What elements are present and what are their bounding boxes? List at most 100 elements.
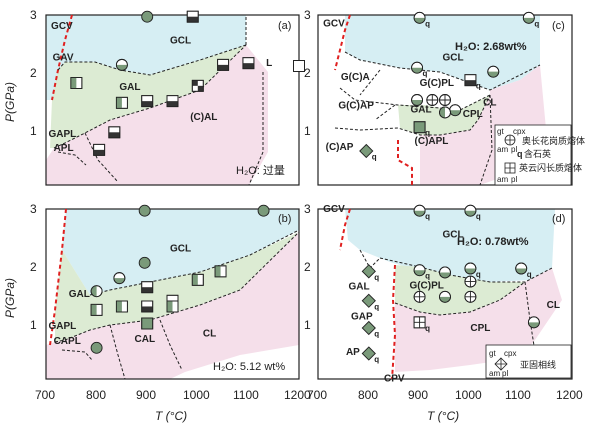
- region-label-c-4: CL: [483, 98, 496, 109]
- data-point-c-8: [449, 104, 462, 117]
- region-label-d-3: CL: [547, 300, 560, 311]
- region-label-a-6: GAPL: [49, 129, 77, 140]
- data-point-b-4: [90, 285, 103, 298]
- data-point-b-14: [90, 341, 103, 354]
- legend-d1-tr: cpx: [504, 349, 516, 358]
- data-point-d-7: [439, 266, 451, 279]
- region-label-d-4: GAL: [348, 281, 369, 292]
- x-tick-d-900: 900: [408, 388, 428, 402]
- data-point-d-11: [439, 290, 451, 303]
- data-point-c-2: q: [411, 61, 428, 78]
- data-point-a-8: [217, 58, 230, 71]
- panel-c-points: q q q q q q: [359, 11, 539, 162]
- panel-c-label: (c): [552, 20, 565, 32]
- y-tick-d-1: 1: [304, 318, 311, 332]
- panel-c-legend: gt cpx am pl 奥长花岗质熔体 q 含石英 英云闪长质熔体 am pl: [494, 124, 585, 186]
- boundary-c-4: [479, 94, 493, 186]
- region-label-c-1: GCL: [442, 52, 463, 63]
- region-a-upper: [46, 15, 246, 100]
- panel-d-water-label: H₂O: 0.78wt%: [457, 236, 529, 248]
- svg-text:q: q: [425, 129, 430, 138]
- panel-a-points: [70, 10, 305, 156]
- x-tick-b-1100: 1100: [233, 388, 259, 402]
- legend-c2-text: 含石英: [524, 148, 551, 159]
- region-label-a-7: APL: [54, 143, 74, 154]
- data-point-d-8: q: [464, 262, 481, 279]
- panel-a-label: (a): [278, 20, 291, 32]
- region-label-a-0: GCV: [51, 21, 73, 32]
- legend-c1-br: pl: [511, 145, 517, 154]
- panel-c-legend-box: [494, 124, 572, 186]
- data-point-d-1: q: [464, 204, 481, 221]
- data-point-b-1: [257, 204, 270, 217]
- data-point-a-5: [141, 95, 154, 108]
- region-label-c-5: G(C)AP: [338, 101, 374, 112]
- panel-d-label: (d): [552, 213, 565, 225]
- boundary-c-5: [359, 69, 381, 96]
- data-point-b-12: [166, 300, 179, 313]
- data-point-b-2: [138, 256, 151, 269]
- data-point-c-3: [487, 65, 500, 78]
- panel-c-water-label: H₂O: 2.68wt%: [455, 41, 527, 53]
- region-label-b-1: GAL: [69, 289, 90, 300]
- data-point-a-12: [93, 143, 106, 156]
- legend-c3-br: pl: [511, 175, 517, 184]
- panel-b-frame: [45, 208, 300, 380]
- region-label-d-5: GAP: [351, 312, 373, 323]
- data-point-d-10: [413, 290, 426, 303]
- panel-c-frame: [317, 14, 573, 186]
- data-point-a-0: [141, 10, 154, 23]
- data-point-b-5: [90, 303, 103, 316]
- panel-b-region-labels: GCL GAL GAPL CAPL CAL CL: [49, 244, 217, 347]
- boundary-b-3: [109, 324, 126, 380]
- data-point-a-7: [191, 79, 204, 92]
- data-point-a-6: [166, 95, 179, 108]
- legend-c3-text: 英云闪长质熔体: [519, 162, 582, 173]
- x-tick-b-900: 900: [136, 388, 156, 402]
- region-label-c-2: G(C)A: [341, 72, 370, 83]
- data-point-d-4: q: [361, 320, 379, 339]
- y-tick-b-2: 2: [30, 260, 37, 274]
- panel-a: GCV GCL GAV GAL L (C)AL GAPL APL (a) H₂O: 过量: [45, 10, 305, 186]
- boundary-c-3: [334, 94, 491, 136]
- boundary-a-solidus: [51, 14, 73, 101]
- svg-text:q: q: [374, 302, 379, 311]
- boundary-c-solidus2: [397, 140, 413, 185]
- data-point-c-4: q: [464, 74, 481, 91]
- legend-c1-bl: am: [497, 145, 508, 154]
- boundary-b-5: [61, 349, 93, 361]
- y-tick-a-3: 3: [30, 8, 37, 22]
- region-label-a-4: L: [266, 58, 272, 69]
- y-tick-b-3: 3: [30, 202, 37, 216]
- x-axis-label-d: T (°C): [427, 409, 459, 423]
- x-tick-d-700: 700: [307, 388, 327, 402]
- region-label-c-7: CPL: [463, 109, 483, 120]
- legend-c1-tr: cpx: [513, 127, 525, 136]
- data-point-b-10: [214, 265, 227, 278]
- y-tick-d-3: 3: [304, 202, 311, 216]
- boundary-a-6: [57, 151, 87, 166]
- x-tick-d-1100: 1100: [505, 388, 531, 402]
- data-point-b-11: [141, 281, 154, 294]
- data-point-a-1: [186, 10, 199, 23]
- panel-a-regions: [46, 15, 268, 185]
- region-label-a-3: GAL: [119, 82, 140, 93]
- legend-d1-tl: gt: [489, 349, 496, 358]
- region-label-b-0: GCL: [170, 244, 191, 255]
- region-label-a-5: (C)AL: [190, 112, 217, 123]
- y-axis-label-b: P(GPa): [3, 278, 17, 318]
- panel-d-points: q q q q q q q q q q: [361, 204, 540, 364]
- region-label-c-0: GCV: [323, 18, 345, 29]
- y-tick-a-2: 2: [30, 66, 37, 80]
- boundary-d-3: [524, 281, 536, 353]
- x-tick-b-700: 700: [35, 388, 55, 402]
- data-point-d-0: q: [413, 204, 430, 221]
- panel-c-region-labels: GCV GCL G(C)A G(C)PL CL G(C)AP GAL CPL (C)APL (C)…: [323, 18, 496, 153]
- boundary-b-2: [54, 231, 300, 343]
- panel-d-legend: gt cpx am pl 亚固相线: [485, 344, 572, 379]
- data-point-d-2: q: [361, 264, 379, 282]
- svg-text:q: q: [374, 330, 379, 339]
- boundary-b-1: [89, 229, 300, 296]
- data-point-b-3: [113, 272, 126, 285]
- data-point-c-9: [439, 106, 451, 119]
